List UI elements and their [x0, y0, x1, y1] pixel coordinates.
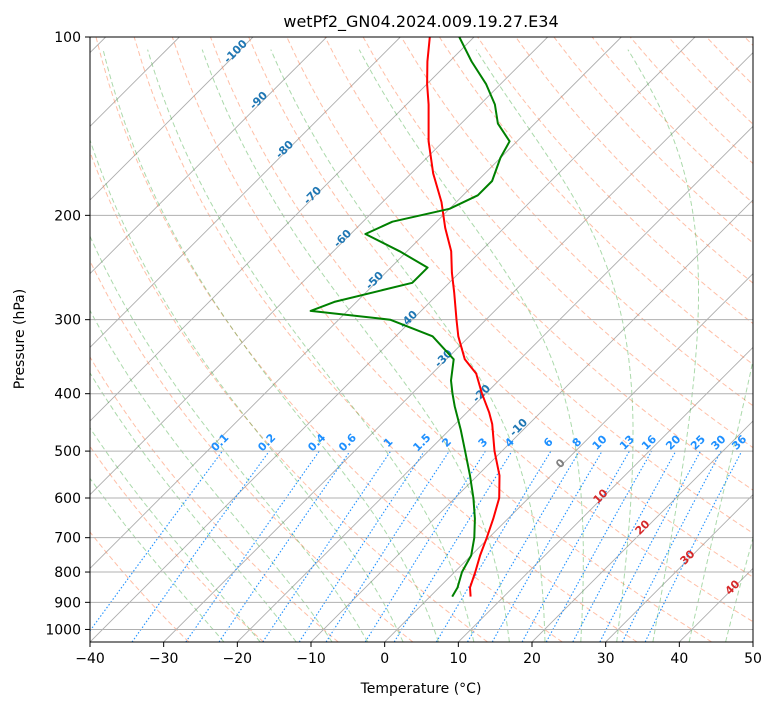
y-tick-label: 800	[54, 565, 81, 581]
x-tick-label: 0	[380, 651, 389, 667]
moist-adiabat	[34, 50, 368, 642]
mixing-ratio-label: 6	[541, 435, 556, 450]
mixing-ratio-label: 25	[688, 433, 708, 453]
mixing-ratio-line	[263, 451, 391, 642]
x-tick-label: −20	[223, 651, 253, 667]
x-tick-label: 30	[597, 651, 615, 667]
y-tick-label: 200	[54, 208, 81, 224]
mixing-ratio-line	[546, 451, 651, 642]
moist-adiabat	[726, 50, 775, 642]
mixing-ratio-label: 10	[590, 432, 610, 452]
dry-adiabat	[172, 37, 711, 642]
y-tick-label: 900	[54, 595, 81, 611]
isotherm	[458, 37, 775, 642]
y-tick-label: 300	[54, 313, 81, 329]
y-tick-label: 100	[54, 30, 81, 46]
moist-adiabat-label: 20	[633, 517, 653, 537]
dry-adiabat	[554, 37, 775, 642]
mixing-ratio-line	[622, 451, 721, 642]
moist-adiabat	[148, 50, 474, 642]
mixing-ratio-line	[522, 451, 629, 642]
isotherm	[753, 37, 775, 642]
x-tick-label: 40	[670, 651, 688, 667]
dry-adiabat-label: -70	[301, 184, 324, 207]
isotherm	[164, 37, 769, 642]
moist-adiabat-label: 40	[723, 577, 743, 597]
dry-adiabat	[516, 37, 775, 642]
mixing-ratio-line	[394, 451, 512, 642]
moist-adiabat	[5, 50, 332, 642]
isotherm	[16, 37, 621, 642]
dry-adiabat	[0, 37, 338, 642]
chart-title: wetPf2_GN04.2024.009.19.27.E34	[283, 12, 558, 32]
dry-adiabat	[0, 37, 264, 642]
y-tick-label: 1000	[45, 622, 81, 638]
isotherm	[0, 37, 327, 642]
x-tick-label: 20	[523, 651, 541, 667]
isotherm	[0, 37, 400, 642]
mixing-ratio-label: 30	[709, 432, 729, 452]
isotherm	[90, 37, 695, 642]
dry-adiabat-label: -90	[247, 89, 270, 112]
moist-adiabat-label: 30	[678, 547, 698, 567]
dry-adiabat	[363, 37, 775, 642]
mixing-ratio-line	[645, 451, 742, 642]
moist-adiabat-label: 0	[553, 456, 568, 471]
x-tick-label: 10	[449, 651, 467, 667]
y-tick-label: 700	[54, 531, 81, 547]
dry-adiabat	[134, 37, 637, 642]
mixing-ratio-label: 36	[729, 432, 749, 452]
x-tick-label: −30	[149, 651, 179, 667]
dry-adiabat-label: -50	[363, 269, 386, 292]
x-axis-title: Temperature (°C)	[360, 681, 482, 697]
dry-adiabat-label: -80	[273, 138, 296, 161]
y-tick-label: 500	[54, 444, 81, 460]
isotherm	[385, 37, 775, 642]
y-tick-label: 600	[54, 491, 81, 507]
x-tick-label: −40	[75, 651, 105, 667]
x-tick-label: −10	[296, 651, 326, 667]
dry-adiabat	[745, 37, 775, 642]
mixing-ratio-line	[219, 451, 350, 642]
isotherm	[237, 37, 775, 642]
moist-adiabat	[689, 50, 775, 642]
y-tick-label: 400	[54, 387, 81, 403]
mixing-ratio-line	[326, 451, 449, 642]
y-axis-title: Pressure (hPa)	[12, 289, 28, 389]
mixing-ratio-label: 16	[639, 432, 659, 452]
dry-adiabat-label: -10	[507, 416, 530, 439]
isotherm	[679, 37, 775, 642]
dry-adiabat	[20, 37, 413, 642]
mixing-ratio-label: 13	[617, 433, 637, 453]
x-tick-label: 50	[744, 651, 762, 667]
isotherm	[0, 37, 548, 642]
mixing-ratio-line	[573, 451, 676, 642]
isotherm	[532, 37, 775, 642]
mixing-ratio-line	[600, 451, 701, 642]
dry-adiabat	[58, 37, 488, 642]
moist-adiabat	[103, 50, 438, 642]
mixing-ratio-line	[132, 451, 269, 642]
mixing-ratio-label: 3	[476, 435, 491, 450]
mixing-ratio-label: 20	[663, 432, 683, 452]
dry-adiabat-label: -60	[331, 227, 354, 250]
dry-adiabat-label: -100	[221, 37, 250, 66]
dry-adiabat	[0, 37, 189, 642]
isotherm	[0, 37, 474, 642]
dry-adiabat	[707, 37, 775, 642]
moist-adiabat	[0, 50, 224, 642]
moist-adiabat	[202, 50, 509, 642]
mixing-ratio-line	[82, 451, 223, 642]
